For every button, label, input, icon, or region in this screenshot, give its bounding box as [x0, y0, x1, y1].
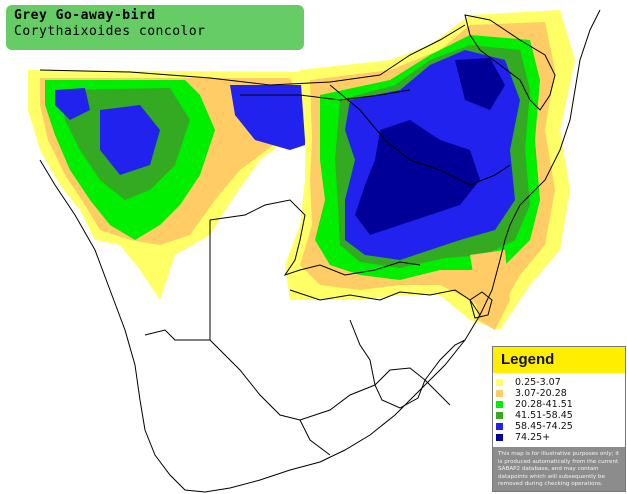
legend-label: 58.45-74.25 [515, 421, 573, 432]
eswatini-outline [469, 291, 493, 319]
malawi-outline [464, 14, 556, 111]
province-line-4 [424, 339, 466, 381]
legend-list: 0.25-3.07 3.07-20.28 20.28-41.51 41.51-5… [493, 373, 625, 447]
legend-swatch-5 [496, 423, 503, 430]
patch-navy-east [355, 120, 480, 235]
species-common-name: Grey Go-away-bird [14, 8, 156, 23]
patch-orange-coast [470, 250, 510, 330]
legend-item: 41.51-58.45 [493, 410, 625, 421]
legend-disclaimer: This map is for illustrative purposes on… [498, 451, 620, 488]
legend-swatch-4 [496, 412, 503, 419]
patch-navy-east2 [455, 58, 505, 110]
northern-frontier [39, 24, 466, 86]
zimbabwe-border [329, 84, 511, 186]
distribution-layer [28, 10, 575, 330]
country-borders [39, 9, 601, 493]
namibia-east-border [144, 220, 211, 341]
legend-label: 3.07-20.28 [515, 388, 567, 399]
lesotho-outline [374, 367, 426, 409]
patch-blue-west1 [100, 105, 160, 175]
coastline-outline [39, 159, 511, 493]
legend-swatch-6 [496, 434, 503, 441]
legend-item: 3.07-20.28 [493, 388, 625, 399]
legend-label: 74.25+ [515, 432, 551, 443]
botswana-border [209, 199, 421, 276]
species-scientific-name: Corythaixoides concolor [14, 24, 206, 39]
legend-item: 20.28-41.51 [493, 399, 625, 410]
province-line-1 [209, 339, 376, 421]
province-line-3 [349, 319, 376, 386]
sa-inner-border [289, 289, 481, 316]
legend-item: 58.45-74.25 [493, 421, 625, 432]
legend-heading: Legend [493, 347, 625, 373]
legend-label: 20.28-41.51 [515, 399, 573, 410]
legend-item: 74.25+ [493, 432, 625, 443]
legend-label: 0.25-3.07 [515, 377, 561, 388]
legend-swatch-2 [496, 390, 503, 397]
province-line-2 [299, 419, 331, 456]
title-box: Grey Go-away-bird Corythaixoides concolo… [6, 5, 304, 50]
mozambique-coast [509, 9, 601, 226]
legend-label: 41.51-58.45 [515, 410, 573, 421]
zambezi-line [240, 89, 411, 101]
legend-item: 0.25-3.07 [493, 377, 625, 388]
legend-swatch-3 [496, 401, 503, 408]
legend-swatch-1 [496, 379, 503, 386]
province-line-5 [424, 379, 451, 406]
patch-blue-west2 [55, 88, 90, 120]
legend-panel: Legend 0.25-3.07 3.07-20.28 20.28-41.51 … [492, 346, 626, 492]
